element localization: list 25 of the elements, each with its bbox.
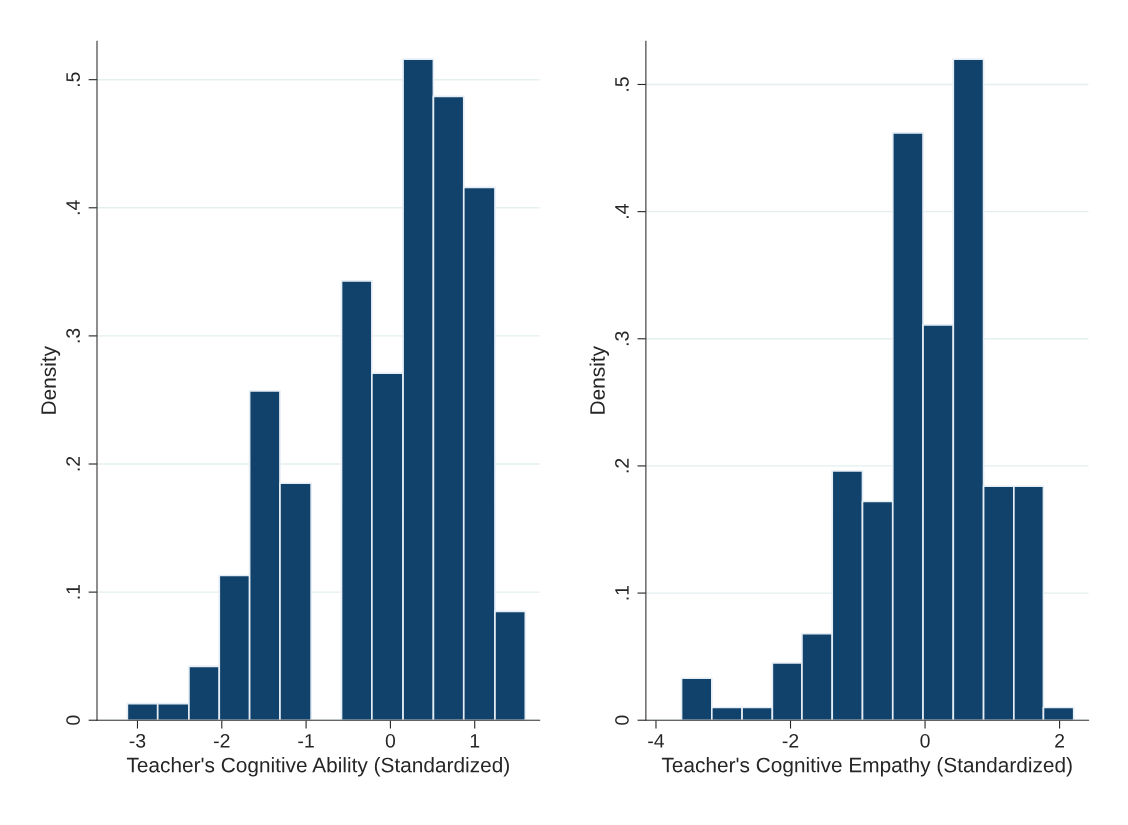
y-tick-label: .2 bbox=[615, 458, 629, 473]
y-tick-label: .3 bbox=[615, 331, 629, 346]
y-tick-label: .3 bbox=[66, 328, 80, 343]
y-axis-title: Density bbox=[40, 346, 61, 414]
x-tick-label: -4 bbox=[648, 734, 665, 748]
x-tick-label: -1 bbox=[298, 734, 314, 748]
x-tick-label: -2 bbox=[214, 733, 230, 748]
y-tick-label: .2 bbox=[66, 456, 80, 471]
y-tick-label: .5 bbox=[615, 77, 629, 91]
x-tick-label: 1 bbox=[470, 734, 480, 748]
y-tick-label: .1 bbox=[615, 585, 629, 600]
x-tick-label: -2 bbox=[782, 733, 799, 748]
y-tick-label: .5 bbox=[66, 72, 80, 87]
y-tick-label: 0 bbox=[615, 715, 629, 725]
x-tick-label: 0 bbox=[920, 733, 930, 748]
x-axis-title: Teacher's Cognitive Empathy (Standardized) bbox=[661, 757, 1072, 777]
x-tick-label: -3 bbox=[129, 733, 146, 748]
x-tick-label: 2 bbox=[1055, 733, 1065, 748]
y-axis-title: Density bbox=[589, 346, 609, 414]
x-axis-title: Teacher's Cognitive Ability (Standardized) bbox=[126, 757, 509, 777]
y-tick-label: .4 bbox=[66, 200, 80, 215]
y-tick-label: 0 bbox=[66, 715, 80, 725]
y-tick-label: .1 bbox=[66, 584, 80, 599]
x-tick-label: 0 bbox=[385, 733, 396, 748]
y-tick-label: .4 bbox=[615, 204, 629, 218]
